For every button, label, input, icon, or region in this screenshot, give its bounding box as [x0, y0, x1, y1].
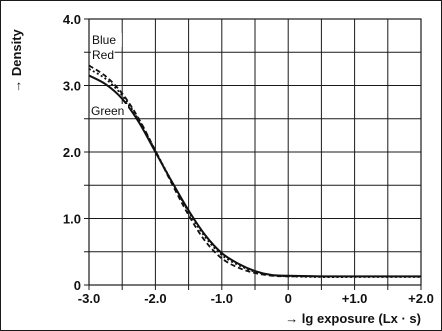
x-tick-label: -1.0	[211, 291, 233, 306]
series-line-blue	[88, 64, 421, 278]
x-tick-label: -3.0	[78, 291, 100, 306]
x-tick-label: 0	[285, 291, 292, 306]
series-line-red	[88, 68, 421, 278]
y-tick-label: 4.0	[63, 12, 81, 27]
legend-label-bg	[90, 104, 128, 118]
y-tick-label: 1.0	[63, 212, 81, 227]
legend-label-green: Green	[91, 104, 124, 118]
legend-label-bg	[91, 48, 115, 62]
x-axis-label: → lg exposure (Lx · s)	[285, 311, 421, 326]
x-tick-label: -2.0	[144, 291, 166, 306]
legend-label-blue: Blue	[92, 33, 116, 47]
legend-label-bg	[91, 33, 122, 47]
y-tick-label: 3.0	[63, 79, 81, 94]
series-lines	[88, 64, 421, 278]
y-axis-label: → Density	[9, 28, 24, 92]
legend-label-red: Red	[92, 48, 114, 62]
series-line-green	[88, 74, 421, 278]
x-tick-label: +1.0	[342, 291, 368, 306]
y-tick-labels: 0 1.0 2.0 3.0 4.0	[63, 12, 81, 293]
x-tick-labels: -3.0 -2.0 -1.0 0 +1.0 +2.0	[78, 291, 434, 306]
grid	[84, 18, 422, 290]
y-tick-label: 2.0	[63, 145, 81, 160]
y-tick-label: 0	[74, 278, 81, 293]
x-tick-label: +2.0	[408, 291, 434, 306]
